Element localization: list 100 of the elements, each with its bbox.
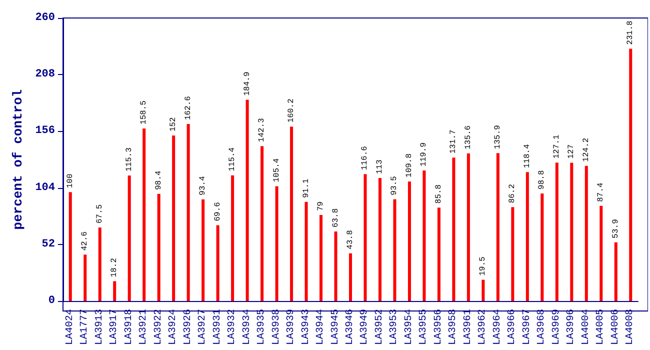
bar [186,124,190,301]
data-label: 124.2 [582,138,591,162]
x-tick-label: LA3956 [433,309,444,346]
data-label: 135.6 [464,125,473,150]
x-tick-label: LA3939 [286,309,298,346]
bar [304,202,308,301]
x-tick-label: LA3953 [389,309,400,346]
bar [231,175,234,301]
data-label: 115.3 [124,147,134,172]
bar [570,162,574,301]
bar [364,174,367,301]
data-label: 158.5 [140,100,149,124]
bar [275,186,278,301]
bar [437,208,440,301]
data-label: 116.6 [360,146,370,170]
x-tick-label: LA3926 [182,309,194,346]
y-tick-label: 208 [35,68,56,81]
bar [496,153,500,301]
bar [128,176,131,301]
x-tick-label: LA3932 [227,309,238,346]
bar [378,178,382,301]
bar [142,128,146,301]
x-tick-label: LA3935 [256,309,268,346]
x-tick-label: LA3931 [212,309,224,346]
data-label: 231.8 [626,20,636,45]
data-label: 131.7 [449,129,458,154]
x-tick-label: LA3949 [360,309,371,346]
x-tick-label: LA3996 [566,309,578,346]
data-label: 19.5 [478,256,488,276]
data-label: 93.4 [198,176,208,196]
data-label: 93.5 [390,176,400,196]
data-label: 87.4 [596,182,606,202]
data-label: 119.9 [420,142,429,166]
x-tick-label: LA3922 [153,309,164,346]
data-label: 67.5 [95,204,104,224]
x-tick-label: LA3962 [478,309,489,346]
data-label: 86.2 [508,184,518,204]
bar [393,199,396,301]
y-axis-title: percent of control [10,89,26,230]
x-tick-label: LA3945 [330,309,342,346]
y-tick-label: 104 [35,182,56,194]
bar [260,146,264,301]
bar [349,253,352,301]
bar [202,199,205,301]
y-tick-label: 260 [35,12,55,24]
bar [452,158,456,301]
bar [540,193,544,301]
bar [629,48,632,301]
x-tick-label: LA3952 [374,309,386,346]
x-tick-label: LA4008 [625,309,636,346]
bar [68,192,72,301]
y-tick-label: 52 [42,238,55,250]
bar [482,280,485,301]
data-label: 127 [567,144,576,159]
x-tick-label: LA3967 [522,309,533,346]
data-label: 118.4 [522,144,532,168]
data-label: 98.4 [154,170,164,190]
data-label: 91.1 [302,178,311,198]
data-label: 135.9 [493,124,502,150]
data-label: 79 [316,201,326,212]
data-label: 109.8 [404,153,414,178]
bar [290,126,294,301]
x-tick-label: LA3969 [551,309,562,346]
data-label: 100 [66,174,75,188]
data-label: 63.8 [331,208,340,228]
bar [172,136,176,301]
y-tick-label: 156 [35,125,55,138]
bar [526,172,529,301]
bar [408,181,411,301]
bar [320,215,323,301]
bar [511,207,514,301]
data-label: 184.9 [242,72,252,96]
data-label: 152 [169,116,178,132]
bar [466,153,470,301]
data-label: 53.9 [611,218,620,238]
data-label: 105.4 [272,158,282,182]
bar [157,194,160,301]
x-tick-label: LA4005 [596,309,607,346]
data-label: 115.4 [228,147,238,172]
bar [555,162,558,301]
x-tick-label: LA3917 [109,309,120,346]
data-label: 127.1 [552,134,562,159]
bar [246,100,249,301]
x-tick-label: LA3921 [138,309,150,346]
x-tick-label: LA4006 [610,309,622,346]
x-tick-label: LA3968 [536,309,548,346]
data-label: 113 [375,159,384,174]
y-tick-label: 0 [48,295,55,307]
bar [98,228,102,301]
data-label: 98.8 [538,170,547,190]
data-label: 162.6 [184,96,193,120]
x-tick-label: LA3966 [507,309,518,346]
data-label: 43.8 [346,230,355,250]
data-label: 69.6 [213,202,222,222]
bar [614,242,618,301]
data-label: 142.3 [258,118,267,142]
bar [216,225,220,301]
bar [334,232,338,301]
data-label: 42.6 [80,231,90,251]
x-tick-label: LA3961 [462,309,474,346]
